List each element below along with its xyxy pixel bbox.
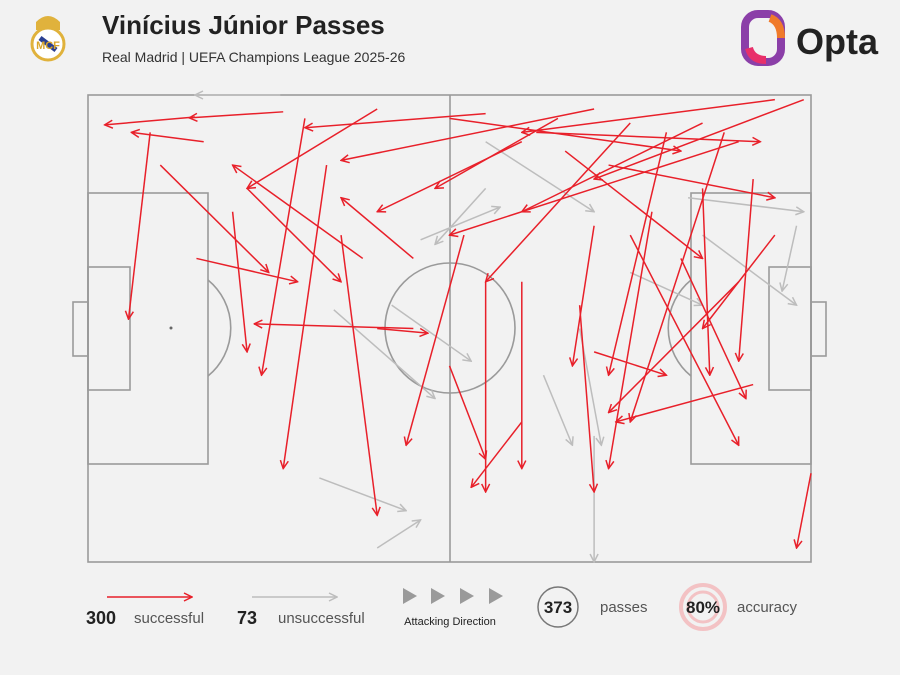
pass-arrow bbox=[564, 150, 702, 258]
pass-arrow bbox=[283, 164, 328, 469]
pass-arrow bbox=[196, 257, 297, 281]
pass-arrow bbox=[471, 421, 523, 487]
total-ring bbox=[537, 586, 579, 628]
total-label: passes bbox=[600, 599, 648, 616]
pass-arrow bbox=[341, 198, 414, 260]
pass-arrow bbox=[254, 324, 414, 330]
pass-arrow bbox=[159, 164, 268, 272]
pass-arrow bbox=[629, 234, 738, 445]
pass-arrow bbox=[246, 187, 341, 281]
legend-label: unsuccessful bbox=[278, 610, 365, 627]
pass-arrow bbox=[189, 111, 284, 118]
direction-arrow bbox=[431, 588, 445, 604]
pass-arrow bbox=[485, 141, 594, 212]
pass-arrow bbox=[435, 187, 487, 244]
pass-arrow bbox=[449, 117, 681, 151]
accuracy-ring bbox=[686, 590, 720, 624]
pass-arrow bbox=[702, 234, 797, 305]
pass-arrow bbox=[630, 132, 725, 422]
accuracy-label: accuracy bbox=[737, 599, 798, 616]
pass-arrow bbox=[319, 477, 406, 511]
accuracy-ring bbox=[679, 583, 727, 631]
legend-label: successful bbox=[134, 610, 204, 627]
pass-arrow bbox=[131, 132, 204, 143]
direction-arrow bbox=[489, 588, 503, 604]
pass-arrow bbox=[305, 112, 486, 128]
arrows bbox=[105, 95, 812, 562]
title: Vinícius Júnior Passes bbox=[102, 10, 385, 40]
pass-arrow bbox=[391, 304, 472, 361]
pass-arrow bbox=[105, 116, 196, 125]
total: 373 bbox=[544, 598, 572, 617]
pass-arrow bbox=[486, 122, 631, 282]
pass-arrow bbox=[377, 327, 428, 334]
pass-arrow bbox=[572, 225, 595, 366]
legend: Attacking Direction 373 passes 80% accur… bbox=[86, 583, 798, 631]
pass-arrow bbox=[536, 131, 760, 141]
pass-arrow bbox=[522, 98, 775, 133]
accuracy: 80% bbox=[686, 598, 720, 617]
club-crest: MCF bbox=[30, 16, 66, 62]
pass-arrow bbox=[128, 132, 151, 319]
pass-arrow bbox=[340, 235, 377, 515]
pass-arrow bbox=[797, 473, 812, 548]
pass-arrow bbox=[377, 141, 523, 212]
pass-arrow bbox=[593, 351, 666, 375]
pass-arrow bbox=[616, 383, 754, 422]
pass-arrow bbox=[231, 211, 247, 352]
pass-arrow bbox=[450, 140, 739, 235]
pass-arrow bbox=[341, 108, 595, 160]
pass-arrow bbox=[739, 179, 754, 361]
subtitle: Real Madrid | UEFA Champions League 2025… bbox=[102, 49, 405, 65]
direction-arrow bbox=[403, 588, 417, 604]
pass-arrow bbox=[782, 225, 798, 291]
pass-arrow bbox=[629, 271, 702, 305]
pass-arrow bbox=[680, 258, 746, 398]
pass-arrow bbox=[406, 234, 465, 445]
legend-count: 300 bbox=[86, 608, 116, 628]
pass-arrow bbox=[233, 165, 364, 260]
penalty-spot bbox=[169, 326, 173, 330]
pass-arrow bbox=[609, 211, 653, 469]
pass-arrow bbox=[542, 374, 572, 445]
pass-arrow bbox=[448, 365, 486, 459]
pass-arrow bbox=[609, 281, 740, 413]
brand: Opta bbox=[796, 21, 879, 62]
pass-arrow bbox=[333, 309, 435, 399]
legend-count: 73 bbox=[237, 608, 257, 628]
brand-logo: Opta bbox=[741, 10, 879, 66]
pass-arrow bbox=[609, 132, 668, 375]
direction-arrow bbox=[460, 588, 474, 604]
pass-arrow bbox=[420, 207, 501, 241]
pass-arrow bbox=[262, 118, 306, 375]
pass-arrow bbox=[687, 196, 804, 212]
pass-arrow bbox=[608, 164, 775, 198]
pass-arrow bbox=[578, 305, 594, 492]
direction-label: Attacking Direction bbox=[404, 616, 496, 628]
pass-arrow bbox=[701, 188, 710, 375]
pass-arrow bbox=[522, 122, 703, 212]
pass-arrow bbox=[247, 108, 378, 188]
pass-arrow bbox=[376, 520, 420, 549]
svg-text:MCF: MCF bbox=[36, 40, 60, 52]
